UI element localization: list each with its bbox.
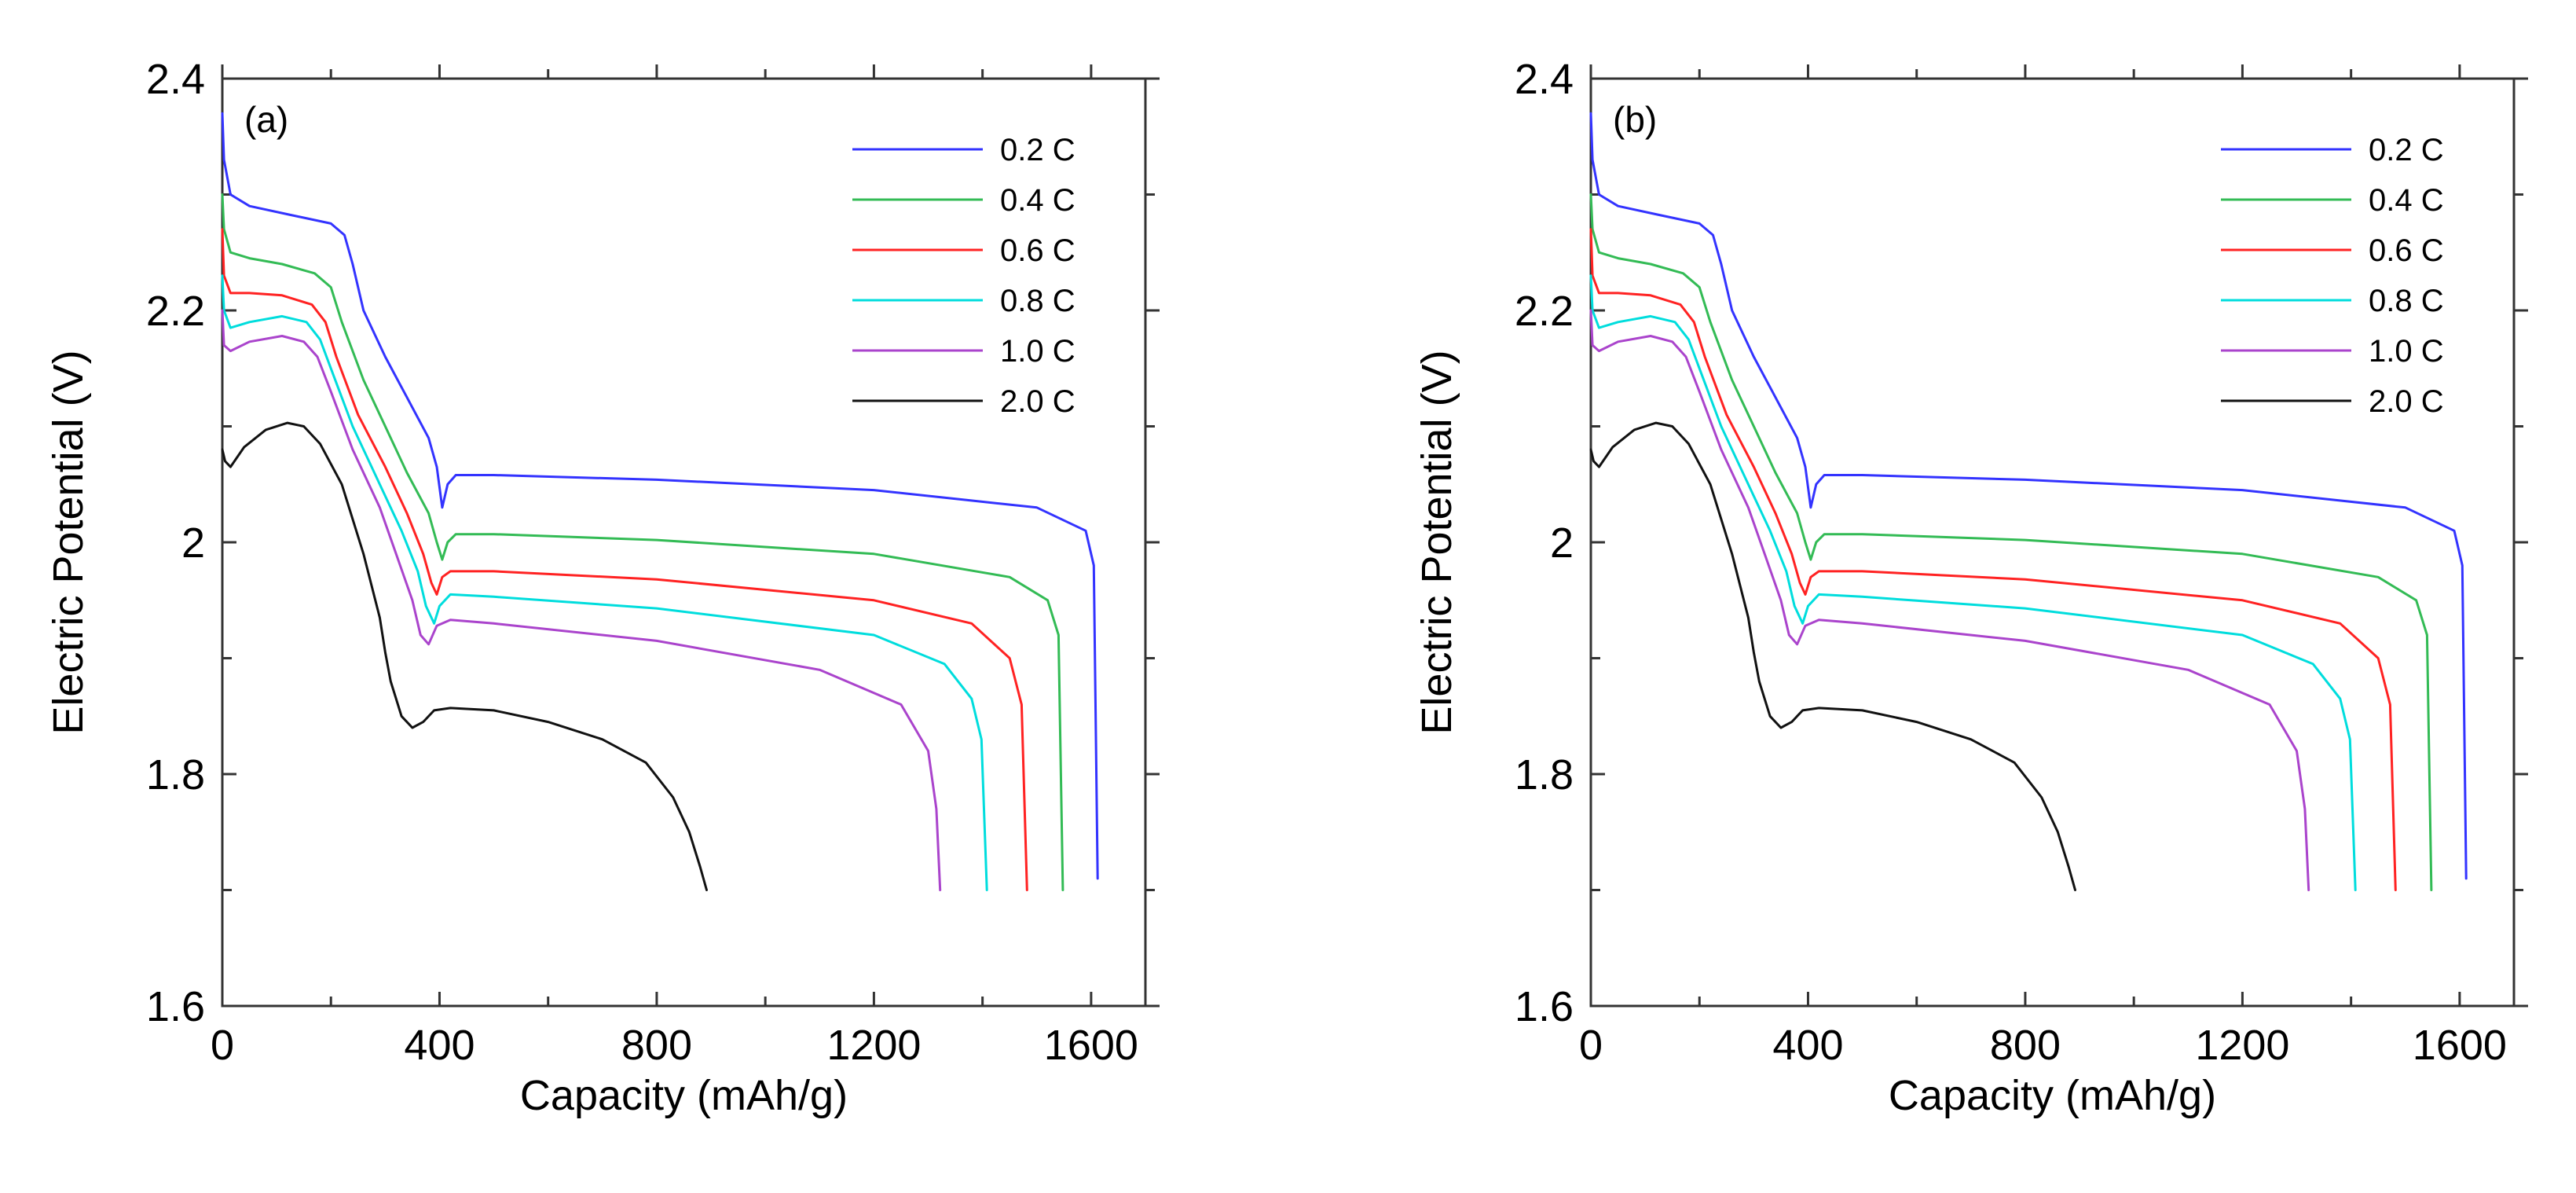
- legend-label: 0.6 C: [1000, 233, 1075, 268]
- series-line-0-2-c: [1589, 112, 2468, 880]
- legend-label: 0.4 C: [1000, 183, 1075, 218]
- x-tick-label: 0: [1579, 1022, 1603, 1069]
- series-line-0-8-c: [1589, 274, 2357, 891]
- x-tick-label: 800: [1990, 1022, 2061, 1069]
- legend: 0.2 C 0.4 C 0.6 C 0.8 C 1.0 C 2.0 C: [2221, 133, 2444, 419]
- x-tick-label: 1600: [2413, 1022, 2507, 1069]
- legend-label: 0.6 C: [2369, 233, 2444, 268]
- legend-label: 0.2 C: [2369, 133, 2444, 167]
- legend-label: 2.0 C: [1000, 384, 1075, 419]
- legend-label: 2.0 C: [2369, 384, 2444, 419]
- series-line-2-0-c: [1589, 421, 2076, 891]
- series-line-0-8-c: [221, 274, 988, 891]
- y-tick-label: 1.6: [146, 983, 205, 1030]
- series-line-0-4-c: [1589, 193, 2433, 891]
- legend-label: 1.0 C: [2369, 334, 2444, 369]
- x-axis-title: Capacity (mAh/g): [1889, 1072, 2216, 1119]
- y-tick-label: 2.4: [1515, 56, 1574, 103]
- legend-label: 0.8 C: [1000, 284, 1075, 318]
- panel-label: (b): [1613, 99, 1657, 140]
- y-tick-label: 1.8: [146, 751, 205, 798]
- panel-label: (a): [244, 99, 288, 140]
- series-line-0-4-c: [221, 193, 1064, 891]
- x-axis-title: Capacity (mAh/g): [520, 1072, 848, 1119]
- y-tick-label: 2.2: [1515, 288, 1574, 335]
- x-tick-label: 400: [1772, 1022, 1843, 1069]
- x-tick-label: 1200: [826, 1022, 921, 1069]
- chart-panel-b: 0 400 800 1200 1600 1.6 1.8 2 2.2 2.4 Capacity (mA…: [1413, 56, 2528, 1119]
- legend-label: 0.8 C: [2369, 284, 2444, 318]
- x-tick-label: 1600: [1044, 1022, 1138, 1069]
- x-tick-label: 800: [621, 1022, 692, 1069]
- series-line-0-6-c: [1589, 228, 2397, 891]
- y-axis-title: Electric Potential (V): [1413, 350, 1460, 734]
- y-tick-label: 2.4: [146, 56, 205, 103]
- series-line-0-6-c: [221, 228, 1028, 891]
- y-tick-label: 2: [181, 519, 205, 567]
- series-line-1-0-c: [221, 309, 942, 891]
- legend-label: 0.4 C: [2369, 183, 2444, 218]
- x-tick-label: 400: [404, 1022, 475, 1069]
- x-tick-label: 1200: [2195, 1022, 2289, 1069]
- y-axis-title: Electric Potential (V): [45, 350, 92, 734]
- y-tick-label: 1.6: [1515, 983, 1574, 1030]
- series-line-0-2-c: [221, 112, 1099, 880]
- series-line-2-0-c: [221, 421, 708, 891]
- y-tick-label: 2: [1550, 519, 1574, 567]
- legend: 0.2 C 0.4 C 0.6 C 0.8 C 1.0 C 2.0 C: [852, 133, 1075, 419]
- legend-label: 1.0 C: [1000, 334, 1075, 369]
- series-line-1-0-c: [1589, 309, 2310, 891]
- y-tick-label: 1.8: [1515, 751, 1574, 798]
- x-tick-label: 0: [211, 1022, 234, 1069]
- chart-panel-a: 0 400 800 1200 1600 1.6 1.8 2 2.2 2.4 Capacity (mA…: [45, 56, 1160, 1119]
- y-tick-label: 2.2: [146, 288, 205, 335]
- legend-label: 0.2 C: [1000, 133, 1075, 167]
